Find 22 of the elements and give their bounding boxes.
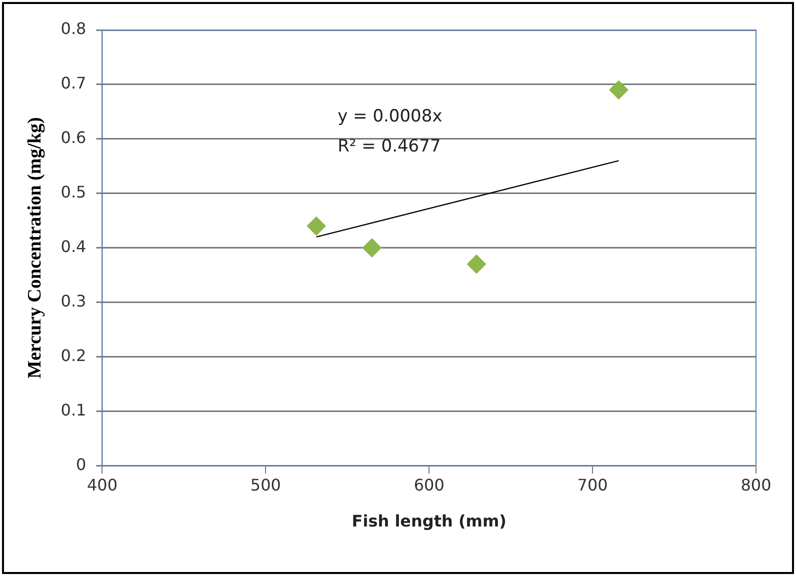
point	[467, 254, 486, 274]
x-tick-label: 600	[414, 475, 444, 494]
y-tick-label: 0.7	[60, 74, 86, 93]
y-tick-label: 0.5	[60, 182, 86, 202]
x-axis-title: Fish length (mm)	[352, 512, 506, 531]
y-tick-label: 0.3	[60, 291, 86, 310]
x-tick-label: 700	[577, 475, 608, 494]
y-axis-title: Mercury Concentration (mg/kg)	[24, 117, 46, 378]
y-tick-label: 0.8	[60, 19, 86, 38]
y-tick-label: 0.6	[60, 128, 86, 148]
point	[609, 80, 628, 100]
point	[362, 238, 382, 258]
point	[306, 216, 326, 236]
y-tick-label: 0.2	[60, 346, 86, 365]
annotation: R² = 0.4677	[338, 136, 441, 157]
y-tick-label: 0.1	[60, 400, 86, 420]
y-tick-label: 0	[76, 454, 86, 474]
x-tick-label: 800	[740, 475, 772, 494]
annotation: y = 0.0008x	[338, 106, 442, 127]
x-tick-label: 400	[86, 475, 118, 494]
x-tick-label: 500	[250, 475, 281, 494]
y-tick-label: 0.4	[60, 236, 86, 256]
